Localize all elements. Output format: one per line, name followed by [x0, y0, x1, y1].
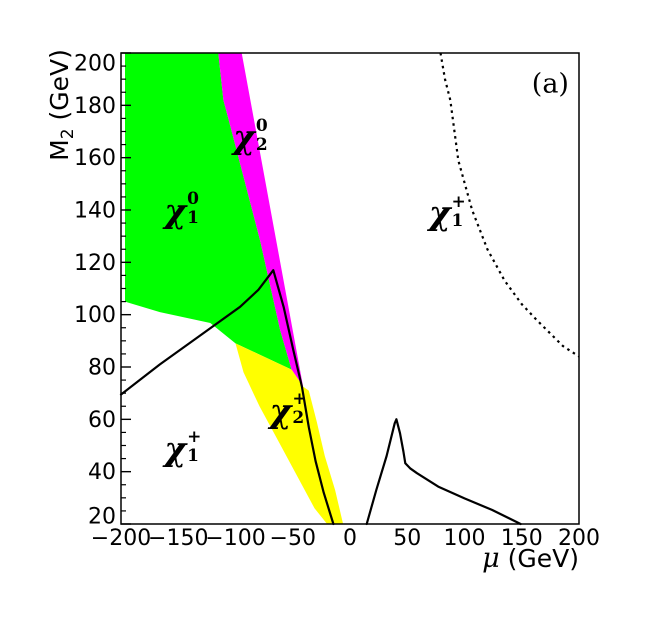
y-tick-label: 100: [74, 303, 116, 328]
y-tick-label: 80: [88, 356, 116, 381]
y-tick-label: 60: [88, 408, 116, 433]
y-tick-label: 200: [74, 52, 116, 77]
y-tick-label: 20: [88, 505, 116, 530]
y-tick-label: 40: [88, 460, 116, 485]
x-axis-title: μ (GeV): [482, 543, 579, 574]
x-tick-label: 0: [343, 526, 357, 551]
x-tick-label: 50: [393, 526, 421, 551]
y-tick-label: 160: [74, 146, 116, 171]
x-tick-label: −100: [205, 526, 265, 551]
y-axis-title: M2 (GeV): [45, 49, 78, 161]
y-tick-label: 120: [74, 251, 116, 276]
y-tick-label: 180: [74, 94, 116, 119]
y-tick-label: 140: [74, 199, 116, 224]
neutralino1-region: [125, 53, 292, 370]
solid-contour-left: [119, 269, 335, 526]
x-tick-label: −50: [270, 526, 316, 551]
solid-contour-right: [365, 418, 522, 526]
dotted-contour: [439, 52, 580, 358]
x-tick-label: −150: [148, 526, 208, 551]
x-tick-label: 100: [444, 526, 486, 551]
x-tick-label: −200: [91, 526, 151, 551]
x-tick-label: 200: [558, 526, 600, 551]
x-tick-label: 150: [501, 526, 543, 551]
chargino2-region: [235, 343, 344, 524]
